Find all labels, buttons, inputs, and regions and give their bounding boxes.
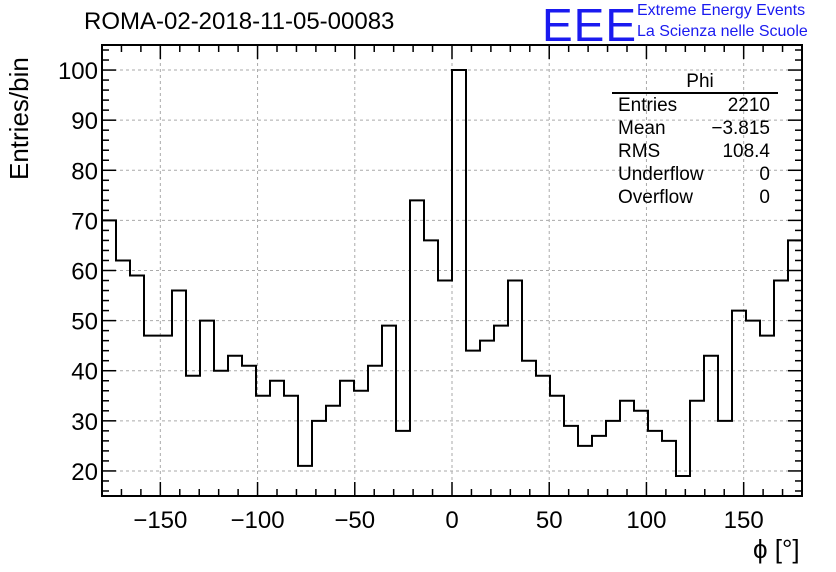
y-tick-label: 100 [58,58,98,85]
stats-row-mean: Mean −3.815 [612,117,778,140]
y-tick-label: 50 [71,309,98,336]
stats-label: Mean [618,118,666,139]
stats-label: Overflow [618,187,693,208]
stats-label: RMS [618,141,661,162]
x-tick-label: −150 [133,507,187,534]
stats-label: Underflow [618,164,704,185]
stats-value: 2210 [727,95,770,116]
eee-tagline-2: La Scienza nelle Scuole [637,23,808,40]
y-axis-label: Entries/bin [4,57,34,180]
stats-value: 108.4 [722,141,770,162]
x-tick-label: 100 [626,507,666,534]
stats-value: 0 [759,187,770,208]
y-tick-label: 80 [71,158,98,185]
y-tick-label: 30 [71,409,98,436]
x-tick-label: −100 [231,507,285,534]
eee-logo: EEE [542,0,638,51]
run-title: ROMA-02-2018-11-05-00083 [84,8,395,35]
stats-title: Phi [612,72,778,94]
histogram-step-line [102,69,802,477]
eee-tagline-1: Extreme Energy Events [637,2,806,19]
x-tick-label: 50 [536,507,563,534]
axis-ticks [102,45,802,496]
y-tick-label: 60 [71,259,98,286]
stats-value: −3.815 [711,118,770,139]
x-axis-label: ϕ [°] [753,534,800,564]
stats-label: Entries [618,95,678,116]
x-tick-label: 0 [445,507,458,534]
stats-row-entries: Entries 2210 [612,94,778,117]
tick-labels: −150 −100 −50 0 50 100 150 20 30 40 50 60 70 80 90 100 [58,58,764,534]
y-tick-label: 70 [71,208,98,235]
stats-box: Phi Entries 2210 Mean −3.815 RMS 108.4 U… [612,72,778,209]
y-tick-label: 90 [71,108,98,135]
x-tick-label: −50 [334,507,375,534]
stats-value: 0 [759,164,770,185]
stats-row-rms: RMS 108.4 [612,140,778,163]
y-tick-label: 20 [71,459,98,486]
x-tick-label: 150 [724,507,764,534]
y-tick-label: 40 [71,359,98,386]
stats-row-overflow: Overflow 0 [612,186,778,209]
stats-row-underflow: Underflow 0 [612,163,778,186]
